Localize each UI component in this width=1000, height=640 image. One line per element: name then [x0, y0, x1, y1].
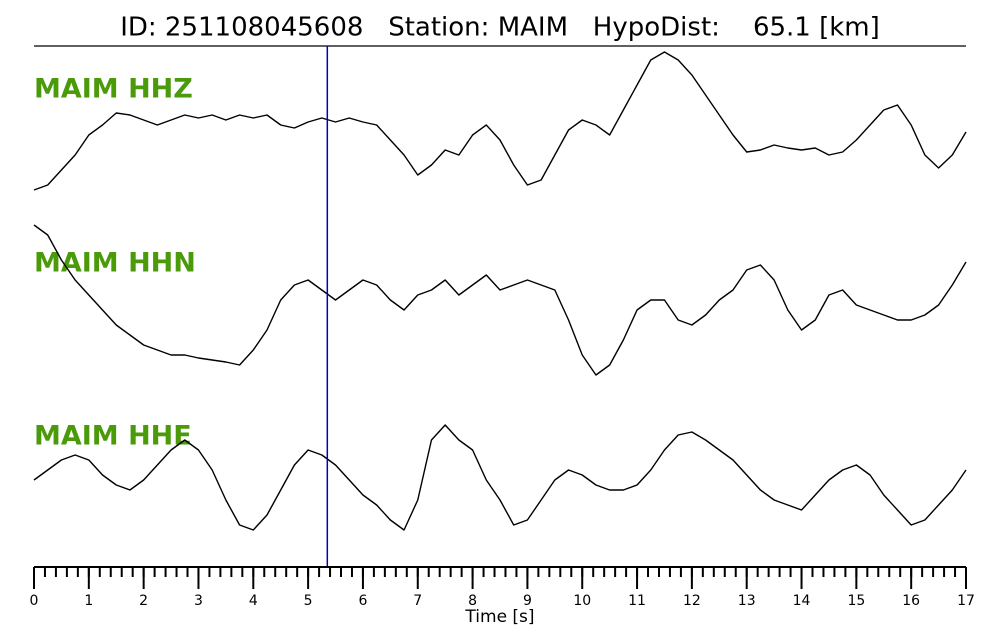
- trace: [33, 424, 967, 531]
- trace: [33, 224, 967, 376]
- x-tick-label: 14: [793, 593, 811, 609]
- trace: [33, 51, 967, 191]
- x-tick-label: 16: [902, 593, 920, 609]
- x-tick-label: 0: [30, 593, 39, 609]
- x-tick-label: 5: [304, 593, 313, 609]
- x-tick-label: 1: [84, 593, 93, 609]
- x-axis-label: Time [s]: [464, 607, 534, 627]
- x-tick-label: 6: [358, 593, 367, 609]
- x-tick-label: 13: [738, 593, 756, 609]
- x-tick-label: 8: [468, 593, 477, 609]
- x-tick-label: 4: [249, 593, 258, 609]
- x-tick-label: 3: [194, 593, 203, 609]
- trace-label: MAIM HHZ: [34, 74, 193, 105]
- x-tick-label: 17: [957, 593, 975, 609]
- x-tick-label: 9: [523, 593, 532, 609]
- x-tick-label: 12: [683, 593, 701, 609]
- x-tick-label: 2: [139, 593, 148, 609]
- x-tick-label: 11: [628, 593, 646, 609]
- chart-title: ID: 251108045608 Station: MAIM HypoDist:…: [120, 13, 880, 43]
- x-tick-label: 15: [847, 593, 865, 609]
- trace-label: MAIM HHN: [34, 248, 196, 279]
- x-tick-label: 7: [413, 593, 422, 609]
- x-tick-label: 10: [573, 593, 591, 609]
- trace-label: MAIM HHE: [34, 421, 192, 452]
